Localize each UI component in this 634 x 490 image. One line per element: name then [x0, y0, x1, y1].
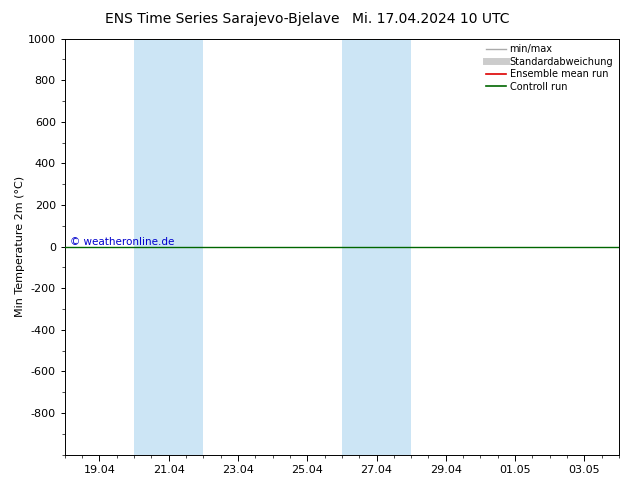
Text: Mi. 17.04.2024 10 UTC: Mi. 17.04.2024 10 UTC	[353, 12, 510, 26]
Text: © weatheronline.de: © weatheronline.de	[70, 237, 174, 246]
Legend: min/max, Standardabweichung, Ensemble mean run, Controll run: min/max, Standardabweichung, Ensemble me…	[482, 41, 617, 96]
Bar	[134, 39, 204, 455]
Text: ENS Time Series Sarajevo-Bjelave: ENS Time Series Sarajevo-Bjelave	[105, 12, 339, 26]
Bar	[342, 39, 411, 455]
Y-axis label: Min Temperature 2m (°C): Min Temperature 2m (°C)	[15, 176, 25, 317]
